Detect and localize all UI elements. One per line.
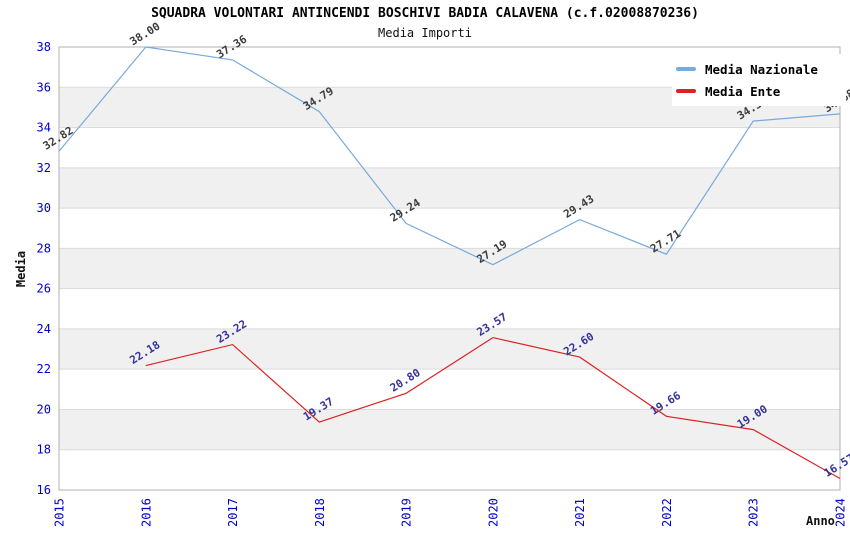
legend-item-media-ente: Media Ente (676, 83, 846, 99)
chart-title: SQUADRA VOLONTARI ANTINCENDI BOSCHIVI BA… (151, 6, 699, 21)
y-axis-title: Media (14, 250, 28, 288)
x-tick-label: 2019 (400, 498, 414, 527)
plot-band (59, 328, 840, 370)
y-tick-label: 38 (37, 40, 51, 54)
x-tick-label: 2023 (747, 498, 761, 527)
plot-frame (58, 46, 841, 491)
x-tick-label: 2022 (660, 498, 674, 527)
x-tick-label: 2020 (486, 498, 500, 527)
series-line-media-nazionale (58, 46, 841, 266)
x-tick-label: 2024 (834, 498, 848, 527)
y-tick-label: 32 (37, 161, 51, 175)
plot-band (59, 409, 840, 450)
y-tick-label: 34 (37, 121, 51, 135)
chart-subtitle: Media Importi (378, 26, 472, 40)
y-tick-label: 22 (37, 362, 51, 376)
point-label: 20.80 (388, 366, 423, 395)
x-tick-label: 2021 (573, 498, 587, 527)
plot-band (59, 167, 840, 209)
legend-label: Media Ente (705, 83, 781, 99)
y-tick-label: 30 (37, 201, 51, 215)
x-tick-label: 2015 (53, 498, 67, 527)
x-tick-label: 2017 (226, 498, 240, 527)
y-tick-label: 24 (37, 322, 51, 336)
chart-legend: Media Nazionale Media Ente (672, 54, 846, 106)
y-tick-label: 18 (37, 443, 51, 457)
legend-swatch-blue-line-icon (676, 67, 696, 71)
y-tick-label: 26 (37, 282, 51, 296)
y-tick-label: 36 (37, 80, 51, 94)
legend-swatch-red-line-icon (676, 89, 696, 93)
series-line-media-ente (145, 336, 841, 480)
legend-label: Media Nazionale (705, 61, 818, 77)
y-tick-label: 28 (37, 241, 51, 255)
x-axis-title: Anno (806, 514, 835, 528)
x-tick-label: 2018 (313, 498, 327, 527)
x-tick-label: 2016 (139, 498, 153, 527)
y-tick-label: 16 (37, 483, 51, 497)
plot-band (59, 248, 840, 289)
legend-item-media-nazionale: Media Nazionale (676, 61, 846, 77)
y-tick-label: 20 (37, 402, 51, 416)
